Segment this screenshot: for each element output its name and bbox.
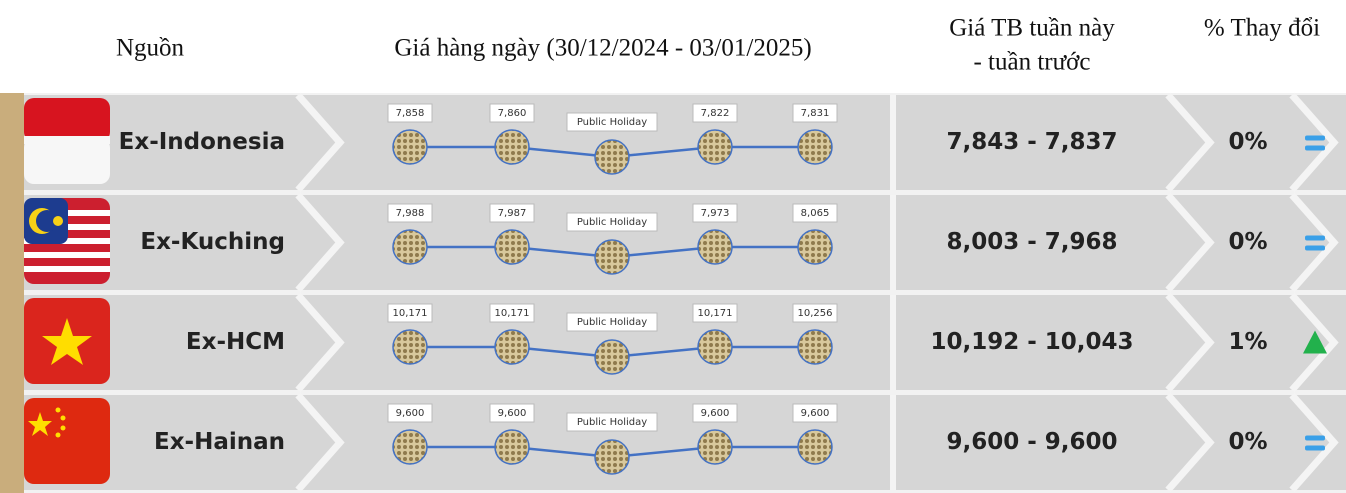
bean-node — [495, 330, 529, 364]
price-label: 8,065 — [801, 208, 830, 219]
page: Nguồn Giá hàng ngày (30/12/2024 - 03/01/… — [0, 0, 1346, 493]
price-label: 7,831 — [801, 108, 830, 119]
price-label: Public Holiday — [577, 417, 647, 428]
bean-node — [698, 230, 732, 264]
avg-price: 8,003 - 7,968 — [946, 229, 1117, 255]
price-label: 7,860 — [498, 108, 527, 119]
trend-flat — [1305, 246, 1325, 251]
price-label: Public Holiday — [577, 117, 647, 128]
price-label: 9,600 — [801, 408, 830, 419]
trend-flat — [1305, 446, 1325, 451]
price-label: 7,822 — [701, 108, 730, 119]
bean-node — [595, 440, 629, 474]
bean-node — [698, 130, 732, 164]
price-label: 10,171 — [495, 308, 530, 319]
bean-node — [798, 430, 832, 464]
price-label: 10,171 — [698, 308, 733, 319]
price-label: Public Holiday — [577, 317, 647, 328]
avg-price: 9,600 - 9,600 — [946, 429, 1117, 455]
bean-node — [798, 130, 832, 164]
bean-node — [495, 130, 529, 164]
bean-node — [393, 130, 427, 164]
source-name: Ex-Hainan — [154, 429, 285, 455]
price-label: 7,973 — [701, 208, 730, 219]
bean-node — [798, 230, 832, 264]
bean-node — [393, 330, 427, 364]
trend-flat — [1305, 136, 1325, 141]
bean-node — [698, 330, 732, 364]
bean-node — [798, 330, 832, 364]
bean-node — [495, 430, 529, 464]
header-avg: Giá TB tuần này — [949, 15, 1115, 42]
price-label: 10,171 — [393, 308, 428, 319]
price-label: 10,256 — [798, 308, 833, 319]
price-label: 7,858 — [396, 108, 425, 119]
trend-flat — [1305, 146, 1325, 151]
flag-vietnam — [24, 298, 110, 384]
source-name: Ex-Kuching — [140, 229, 285, 255]
beans-strip — [0, 93, 24, 493]
header-daily: Giá hàng ngày (30/12/2024 - 03/01/2025) — [394, 35, 811, 62]
flag-indonesia — [24, 98, 110, 184]
avg-price: 10,192 - 10,043 — [930, 329, 1133, 355]
price-label: 9,600 — [498, 408, 527, 419]
bean-node — [595, 140, 629, 174]
source-name: Ex-HCM — [186, 329, 285, 355]
source-name: Ex-Indonesia — [119, 129, 285, 155]
bean-node — [393, 230, 427, 264]
price-label: 9,600 — [396, 408, 425, 419]
change: 0% — [1228, 129, 1267, 155]
avg-price: 7,843 - 7,837 — [946, 129, 1117, 155]
bean-node — [595, 340, 629, 374]
bean-node — [595, 240, 629, 274]
header-avg: - tuần trước — [973, 49, 1090, 76]
flag-china — [24, 398, 110, 484]
change: 1% — [1228, 329, 1267, 355]
bean-node — [698, 430, 732, 464]
bean-node — [393, 430, 427, 464]
price-label: 7,987 — [498, 208, 527, 219]
header-change: % Thay đổi — [1204, 15, 1320, 42]
change: 0% — [1228, 229, 1267, 255]
price-label: 9,600 — [701, 408, 730, 419]
flag-malaysia — [24, 198, 110, 284]
price-label: 7,988 — [396, 208, 425, 219]
trend-flat — [1305, 236, 1325, 241]
trend-flat — [1305, 436, 1325, 441]
bean-node — [495, 230, 529, 264]
price-label: Public Holiday — [577, 217, 647, 228]
change: 0% — [1228, 429, 1267, 455]
header-source: Nguồn — [116, 35, 185, 62]
